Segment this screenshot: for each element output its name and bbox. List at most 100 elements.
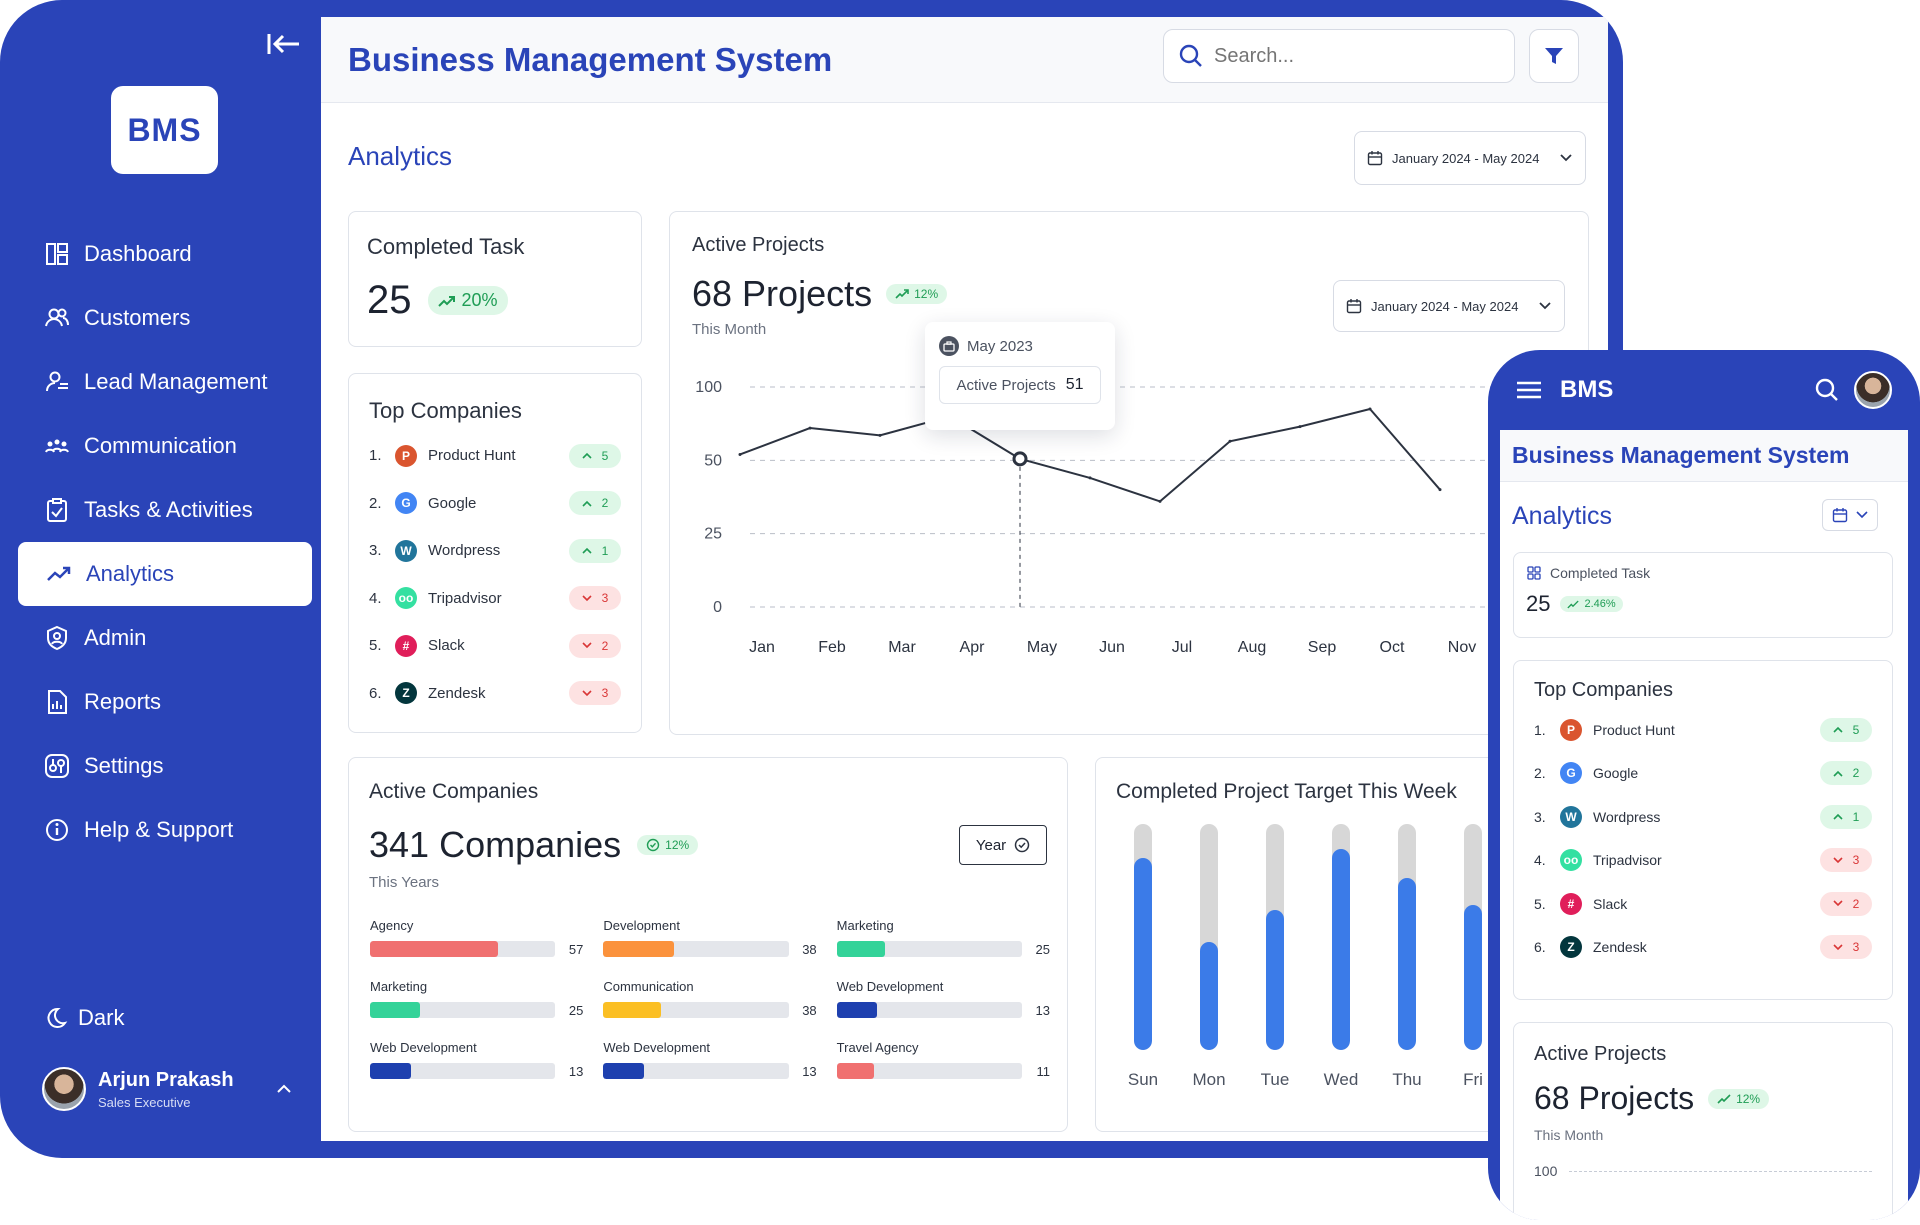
highlight-point[interactable] (1012, 451, 1028, 467)
data-point[interactable] (1438, 488, 1442, 492)
trend-badge: 12% (886, 284, 948, 304)
rank-change-badge: 3 (569, 681, 621, 706)
active-companies-value: 341 Companies (369, 824, 622, 865)
company-name: Product Hunt (428, 447, 516, 465)
category-bar: Marketing 25 (836, 918, 1050, 957)
sidebar-item-reports[interactable]: Reports (18, 670, 312, 734)
chevron-up-icon[interactable] (276, 1084, 292, 1094)
sidebar-item-tasks[interactable]: Tasks & Activities (18, 478, 312, 542)
sidebar-item-customers[interactable]: Customers (18, 286, 312, 350)
rank: 3. (369, 542, 382, 560)
company-logo-icon: # (395, 634, 417, 657)
avatar[interactable] (1854, 371, 1892, 409)
mobile-active-projects-card: Active Projects 68 Projects 12% This Mon… (1513, 1022, 1893, 1220)
sidebar-item-dashboard[interactable]: Dashboard (18, 222, 312, 286)
avatar (42, 1067, 86, 1111)
list-item[interactable]: 3. W Wordpress 1 (369, 527, 621, 575)
mobile-top-companies-card: Top Companies 1. P Product Hunt 5 2. G Google 2… (1513, 660, 1893, 1000)
user-profile[interactable]: Arjun Prakash Sales Executive (42, 1067, 292, 1111)
day-bar[interactable] (1464, 824, 1482, 1050)
bar-line: 13 (603, 1063, 817, 1079)
dark-mode-toggle[interactable]: Dark (44, 1005, 124, 1031)
briefcase-icon (939, 336, 959, 356)
date-range-picker[interactable]: January 2024 - May 2024 (1354, 131, 1586, 185)
rank: 5. (369, 637, 382, 655)
calendar-icon (1346, 299, 1362, 314)
data-point[interactable] (1368, 407, 1372, 411)
list-item[interactable]: 2. G Google 2 (369, 480, 621, 528)
category-bar: Marketing 25 (370, 979, 583, 1018)
y-tick-label: 0 (713, 599, 722, 616)
list-item[interactable]: 5. # Slack 2 (1534, 882, 1872, 926)
sidebar-item-help[interactable]: Help & Support (18, 798, 312, 862)
mobile-date-picker[interactable] (1822, 499, 1878, 531)
company-name: Slack (428, 637, 465, 655)
moon-icon (47, 1007, 68, 1028)
rank: 3. (1534, 808, 1546, 825)
chevron-up-icon (1833, 814, 1843, 820)
rank-change-badge: 5 (569, 443, 621, 468)
companies-bars: Agency 57 Development 38 Marketing 25 Marketin… (370, 918, 1050, 1079)
list-item[interactable]: 1. P Product Hunt 5 (369, 432, 621, 480)
category-label: Communication (603, 979, 694, 994)
data-point[interactable] (738, 452, 742, 456)
day-bar[interactable] (1398, 824, 1416, 1050)
dashboard-icon (46, 243, 68, 265)
day-bar[interactable] (1332, 824, 1350, 1050)
bar-fill (370, 1002, 421, 1018)
sidebar-item-label: Reports (84, 689, 162, 714)
data-point[interactable] (1088, 476, 1092, 480)
list-item[interactable]: 6. Z Zendesk 3 (369, 670, 621, 718)
sidebar-item-label: Communication (84, 433, 237, 458)
rank-change-value: 1 (1852, 809, 1860, 824)
list-item[interactable]: 1. P Product Hunt 5 (1534, 708, 1872, 752)
collapse-sidebar-icon[interactable] (266, 30, 302, 58)
sidebar-item-analytics[interactable]: Analytics (18, 542, 312, 606)
mobile-header: BMS (1488, 350, 1920, 430)
sidebar-item-communication[interactable]: Communication (18, 414, 312, 478)
list-item[interactable]: 3. W Wordpress 1 (1534, 795, 1872, 839)
category-label: Travel Agency (836, 1040, 919, 1055)
sidebar-item-admin[interactable]: Admin (18, 606, 312, 670)
data-point[interactable] (878, 433, 882, 437)
chevron-down-icon (1539, 302, 1551, 310)
day-bar[interactable] (1134, 824, 1152, 1050)
list-item[interactable]: 4. oo Tripadvisor 3 (369, 575, 621, 623)
data-point[interactable] (1228, 439, 1232, 443)
category-bar: Web Development 13 (836, 979, 1050, 1018)
sidebar-item-settings[interactable]: Settings (18, 734, 312, 798)
data-point[interactable] (808, 426, 812, 430)
bar-fill (603, 941, 674, 957)
tasks-icon (47, 498, 67, 522)
bar-line: 25 (370, 1002, 583, 1018)
search-icon[interactable] (1814, 377, 1840, 403)
data-point[interactable] (1298, 425, 1302, 429)
bar-line: 11 (836, 1063, 1050, 1079)
search-input[interactable] (1214, 44, 1494, 68)
data-point[interactable] (1158, 499, 1162, 503)
year-filter-button[interactable]: Year (959, 825, 1047, 865)
sidebar: BMS Dashboard Customers Lead Management … (0, 0, 320, 1158)
mobile-active-projects-row: 68 Projects 12% (1534, 1080, 1872, 1117)
tooltip-label: Active Projects (956, 376, 1056, 394)
list-item[interactable]: 6. Z Zendesk 3 (1534, 926, 1872, 970)
day-bar[interactable] (1200, 824, 1218, 1050)
x-tick-label: Jan (749, 639, 775, 656)
day-bar[interactable] (1266, 824, 1284, 1050)
filter-button[interactable] (1529, 29, 1579, 83)
bar-fill (836, 941, 885, 957)
menu-icon[interactable] (1516, 380, 1542, 400)
list-item[interactable]: 5. # Slack 2 (369, 622, 621, 670)
bar-track (836, 1002, 1022, 1018)
rank: 6. (1534, 939, 1546, 956)
chart-date-range-picker[interactable]: January 2024 - May 2024 (1333, 280, 1565, 332)
mobile-completed-task-value: 25 (1526, 591, 1551, 616)
search-box[interactable] (1163, 29, 1515, 83)
list-item[interactable]: 2. G Google 2 (1534, 752, 1872, 796)
list-item[interactable]: 4. oo Tripadvisor 3 (1534, 839, 1872, 883)
search-icon (1179, 44, 1202, 67)
help-icon (46, 819, 68, 841)
company-logo-icon: P (395, 444, 417, 467)
bar-fill (836, 1063, 874, 1079)
sidebar-item-lead-management[interactable]: Lead Management (18, 350, 312, 414)
